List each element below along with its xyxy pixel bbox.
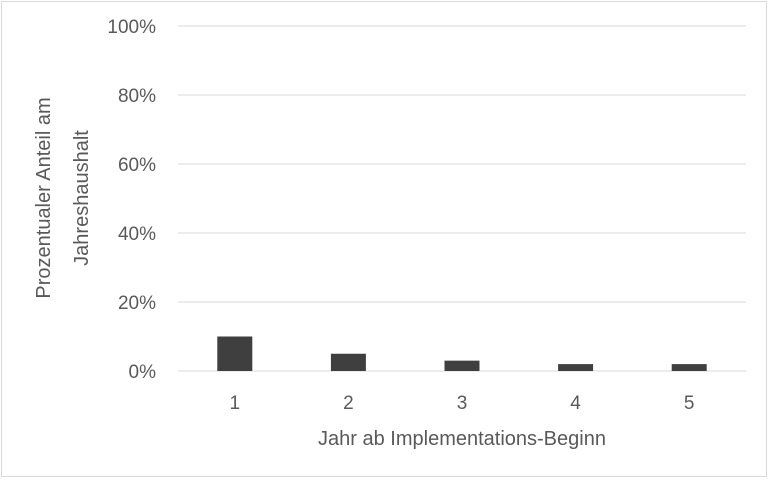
y-tick-label: 100%	[107, 17, 156, 38]
x-tick-label: 5	[684, 393, 695, 414]
x-tick-label: 4	[570, 393, 581, 414]
x-tick-label: 3	[457, 393, 468, 414]
bars	[217, 336, 707, 371]
y-tick-label: 20%	[118, 293, 156, 314]
y-tick-labels: 0% 20% 40% 60% 80% 100%	[107, 17, 156, 383]
x-axis-title: Jahr ab Implementations-Beginn	[318, 428, 606, 450]
bar-year-4	[558, 364, 594, 371]
x-tick-label: 1	[230, 393, 241, 414]
bar-year-3	[444, 360, 480, 371]
bar-year-2	[330, 353, 366, 371]
y-tick-label: 60%	[118, 155, 156, 176]
gridlines	[178, 25, 746, 372]
y-tick-label: 0%	[129, 362, 157, 383]
bar-year-1	[217, 336, 253, 371]
x-tick-labels: 1 2 3 4 5	[230, 393, 695, 414]
x-tick-label: 2	[343, 393, 354, 414]
y-tick-label: 40%	[118, 224, 156, 245]
bar-year-5	[671, 364, 707, 371]
y-tick-label: 80%	[118, 86, 156, 107]
y-axis-title-line-2: Jahreshaushalt	[71, 130, 93, 266]
y-axis-title-line-1: Prozentualer Anteil am	[33, 97, 55, 298]
y-axis-title: Prozentualer Anteil am Jahreshaushalt	[33, 97, 93, 298]
